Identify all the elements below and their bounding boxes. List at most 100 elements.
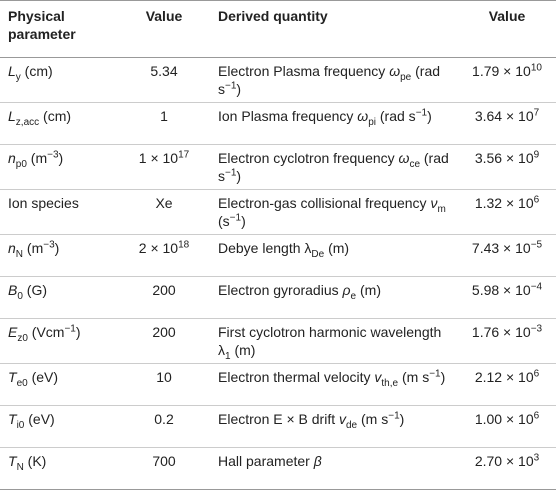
cell-text: 2.70 × 10 bbox=[474, 453, 534, 469]
cell-text-sub: i0 bbox=[16, 419, 25, 431]
cell-text: ) bbox=[399, 411, 405, 427]
cell-text-sup: −1 bbox=[415, 107, 428, 119]
table-cell: 1.00 × 106 bbox=[458, 405, 556, 448]
cell-text: (G) bbox=[22, 282, 48, 298]
cell-text-i: ρ bbox=[342, 282, 351, 298]
table-cell: Ion Plasma frequency ωpi (rad s−1) bbox=[210, 102, 458, 145]
table-cell: 10 bbox=[118, 363, 210, 406]
cell-text: 10 bbox=[156, 369, 172, 385]
cell-text-i: v bbox=[374, 369, 382, 385]
cell-text: Electron Plasma frequency bbox=[218, 63, 390, 79]
table-cell: Electron gyroradius ρe (m) bbox=[210, 276, 458, 319]
table-cell: 1 × 1017 bbox=[118, 144, 210, 190]
cell-text: (rad s bbox=[218, 150, 449, 184]
header-cell: Value bbox=[458, 0, 556, 58]
table-cell: Te0 (eV) bbox=[0, 363, 118, 406]
table-cell: 3.56 × 109 bbox=[458, 144, 556, 190]
table-body: Ly (cm) 5.34 Electron Plasma frequency ωpe… bbox=[0, 57, 556, 490]
cell-text: 1 × 10 bbox=[138, 150, 179, 166]
cell-text-i: E bbox=[8, 324, 18, 340]
cell-text: 200 bbox=[152, 282, 176, 298]
cell-text: 7.43 × 10 bbox=[471, 240, 531, 256]
cell-text: Electron thermal velocity bbox=[218, 369, 375, 385]
cell-text: 3.56 × 10 bbox=[474, 150, 534, 166]
cell-text: Electron gyroradius bbox=[218, 282, 343, 298]
cell-text: First cyclotron harmonic wavelength λ bbox=[218, 324, 442, 358]
table-cell: 200 bbox=[118, 276, 210, 319]
cell-text-sub: p0 bbox=[15, 158, 27, 170]
cell-text-sub: e0 bbox=[16, 377, 28, 389]
table-cell: 1.76 × 10−3 bbox=[458, 318, 556, 364]
cell-text: (Vcm bbox=[27, 324, 65, 340]
table-cell: 3.64 × 107 bbox=[458, 102, 556, 145]
cell-text-sub: y bbox=[15, 71, 21, 83]
cell-text-i: L bbox=[8, 63, 16, 79]
table-cell: Electron Plasma frequency ωpe (rad s−1) bbox=[210, 57, 458, 103]
cell-text: 1.79 × 10 bbox=[472, 63, 531, 79]
cell-text: Electron-gas collisional frequency bbox=[218, 195, 431, 211]
cell-text: (m s bbox=[398, 369, 430, 385]
cell-text: ) bbox=[236, 168, 242, 184]
cell-text-sup: −1 bbox=[225, 80, 237, 92]
cell-text-sup: −1 bbox=[429, 368, 441, 380]
table-row: Ly (cm) 5.34 Electron Plasma frequency ωpe… bbox=[0, 57, 556, 103]
cell-text: 0.2 bbox=[154, 411, 174, 427]
cell-text: Ion species bbox=[8, 195, 79, 211]
table-cell: Xe bbox=[118, 189, 210, 235]
cell-text-sup: −3 bbox=[530, 323, 543, 335]
cell-text-sub: N bbox=[15, 248, 24, 260]
table-row: Ion species Xe Electron-gas collisional fr… bbox=[0, 189, 556, 235]
cell-text-i: T bbox=[8, 453, 17, 469]
cell-text: (eV) bbox=[27, 369, 59, 385]
cell-text: Hall parameter bbox=[218, 453, 314, 469]
cell-text-sub: 0 bbox=[17, 290, 23, 302]
cell-text-sup: 7 bbox=[533, 107, 540, 119]
cell-text: ) bbox=[58, 150, 64, 166]
cell-text: ) bbox=[440, 369, 446, 385]
cell-text-i: ω bbox=[398, 150, 410, 166]
cell-text: Electron E × B drift bbox=[218, 411, 339, 427]
cell-text-sub: ce bbox=[409, 158, 420, 170]
cell-text: ) bbox=[236, 81, 242, 97]
cell-text: (m) bbox=[324, 240, 350, 256]
cell-text-sub: pi bbox=[368, 116, 376, 128]
cell-text: (s bbox=[218, 213, 230, 229]
cell-text-sup: 3 bbox=[533, 452, 540, 464]
cell-text: 1 bbox=[160, 108, 168, 124]
cell-text-sup: −1 bbox=[229, 212, 242, 224]
cell-text: ) bbox=[427, 108, 432, 124]
cell-text-i: T bbox=[8, 369, 17, 385]
cell-text: ) bbox=[241, 213, 246, 229]
cell-text-sup: 6 bbox=[533, 410, 540, 422]
table-cell: 2 × 1018 bbox=[118, 234, 210, 277]
cell-text-sub: de bbox=[346, 419, 358, 431]
table-cell: 1.79 × 1010 bbox=[458, 57, 556, 103]
cell-text-sup: −4 bbox=[530, 281, 543, 293]
table-cell: TN (K) bbox=[0, 447, 118, 490]
cell-text-i: ν bbox=[430, 195, 438, 211]
cell-text-sub: th,e bbox=[381, 377, 399, 389]
cell-text-sub: z0 bbox=[17, 332, 28, 344]
cell-text: 2 × 10 bbox=[138, 240, 179, 256]
table-row: Lz,acc (cm) 1 Ion Plasma frequency ωpi (ra… bbox=[0, 102, 556, 145]
table-cell: 2.12 × 106 bbox=[458, 363, 556, 406]
cell-text-i: T bbox=[8, 411, 17, 427]
cell-text-sup: −3 bbox=[43, 239, 55, 251]
cell-text: (m s bbox=[357, 411, 389, 427]
cell-text: (eV) bbox=[24, 411, 55, 427]
cell-text: 1.00 × 10 bbox=[474, 411, 534, 427]
header-row: Physical parameter Value Derived quantity V… bbox=[0, 0, 556, 58]
cell-text-i: β bbox=[313, 453, 322, 469]
table-row: Ti0 (eV) 0.2 Electron E × B drift vde (m s… bbox=[0, 405, 556, 448]
table-cell: Lz,acc (cm) bbox=[0, 102, 118, 145]
table-cell: Electron cyclotron frequency ωce (rad s−… bbox=[210, 144, 458, 190]
cell-text: 5.98 × 10 bbox=[471, 282, 531, 298]
cell-text: 2.12 × 10 bbox=[474, 369, 534, 385]
table-cell: nN (m−3) bbox=[0, 234, 118, 277]
table-cell: 200 bbox=[118, 318, 210, 364]
cell-text: 3.64 × 10 bbox=[474, 108, 534, 124]
table-cell: First cyclotron harmonic wavelength λ1 (… bbox=[210, 318, 458, 364]
table-cell: Debye length λDe (m) bbox=[210, 234, 458, 277]
